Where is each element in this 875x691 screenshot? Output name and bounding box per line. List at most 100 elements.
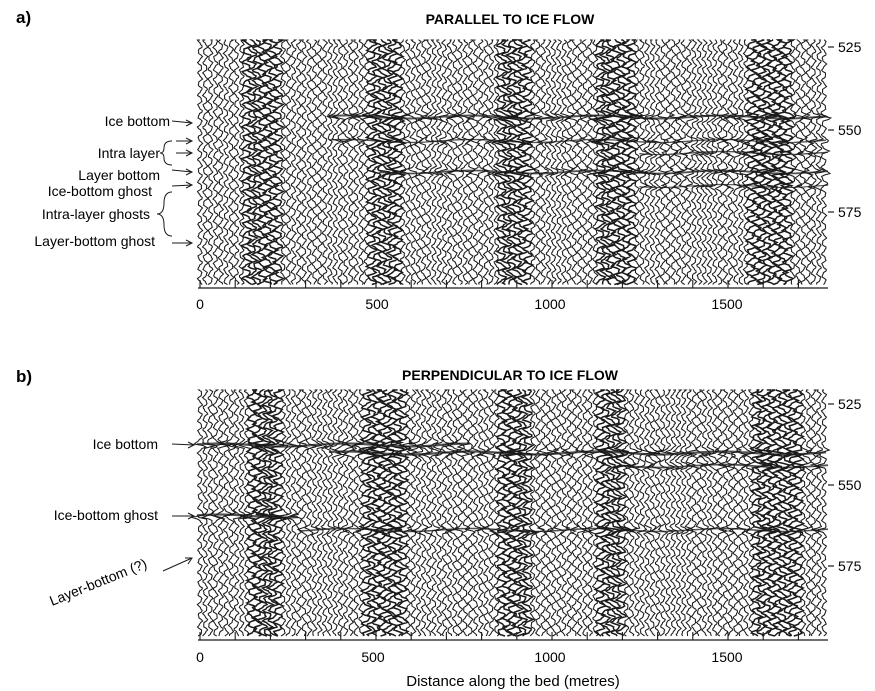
seismic-trace (561, 389, 578, 637)
seismic-trace (477, 39, 490, 285)
seismic-trace (389, 39, 407, 285)
seismic-trace (533, 389, 549, 637)
seismic-trace (594, 39, 613, 285)
seismic-trace (491, 39, 505, 285)
seismic-trace (544, 39, 557, 285)
seismic-trace (320, 389, 331, 637)
seismic-trace (497, 39, 514, 286)
reflector-streak (196, 513, 299, 519)
seismic-trace (574, 389, 590, 637)
seismic-trace (314, 389, 328, 637)
panel-a-letter: a) (16, 8, 31, 27)
seismic-trace (406, 39, 418, 285)
seismic-trace (457, 39, 472, 285)
seismic-trace (575, 39, 591, 285)
seismic-trace (684, 39, 697, 285)
seismic-trace (414, 39, 426, 285)
seismic-trace (613, 389, 633, 637)
seismic-trace (451, 39, 466, 285)
seismic-trace (768, 39, 788, 286)
seismic-trace (553, 389, 566, 637)
arrowhead-ice-bottom-b (187, 441, 196, 449)
seismic-trace (684, 389, 700, 637)
seismic-trace (497, 389, 515, 637)
seismic-trace (800, 389, 814, 637)
seismic-trace (658, 389, 675, 637)
seismic-trace (725, 389, 737, 637)
seismic-trace (341, 39, 357, 285)
seismic-trace (436, 39, 450, 285)
seismic-trace (816, 389, 831, 637)
seismic-trace (268, 389, 289, 637)
label-intra-layer-ghosts-a: Intra-layer ghosts (42, 206, 150, 222)
seismic-trace (645, 389, 661, 637)
seismic-trace (506, 389, 525, 637)
seismic-trace (250, 39, 265, 286)
seismic-trace (482, 39, 495, 285)
seismic-trace (699, 39, 713, 285)
seismic-trace (407, 389, 424, 637)
seismic-trace (656, 39, 672, 285)
panel-a-depth-525: 525 (838, 39, 862, 55)
seismic-trace (460, 389, 476, 637)
seismic-trace (792, 39, 807, 285)
reflector-streak (329, 138, 827, 144)
seismic-trace (344, 39, 362, 285)
arrow-ice-bottom-a (171, 120, 193, 124)
seismic-trace (451, 389, 465, 637)
seismic-trace (388, 389, 407, 637)
seismic-trace (196, 389, 216, 637)
seismic-trace (703, 389, 716, 637)
seismic-trace (227, 39, 236, 285)
seismic-trace (628, 39, 644, 285)
seismic-trace (668, 39, 682, 285)
seismic-trace (580, 389, 596, 637)
seismic-trace (471, 389, 482, 637)
arrow-layer-bottom-uncertain-b (162, 557, 193, 572)
label-layer-bottom-uncertain-b: Layer-bottom (?) (47, 555, 149, 609)
seismic-trace (648, 39, 663, 285)
seismic-trace (376, 389, 399, 636)
seismic-trace (367, 389, 389, 637)
reflector-streak (299, 527, 829, 533)
seismic-trace (385, 39, 406, 286)
seismic-trace (796, 39, 811, 285)
seismic-trace (525, 389, 540, 637)
seismic-trace (329, 389, 343, 637)
seismic-trace (288, 389, 308, 637)
label-ice-bottom-b: Ice bottom (93, 436, 158, 452)
seismic-trace (324, 389, 336, 637)
seismic-trace (201, 39, 209, 285)
seismic-trace (399, 39, 412, 285)
seismic-trace (660, 39, 676, 285)
seismic-trace (624, 39, 644, 286)
seismic-trace (564, 39, 576, 285)
arrowhead-layer-bottom-uncertain-b (185, 557, 193, 565)
panel-b-x-tick-500: 500 (361, 649, 385, 665)
panel-a: a) PARALLEL TO ICE FLOW 0 500 1000 1500 … (16, 8, 862, 312)
seismic-trace (536, 39, 554, 285)
arrowhead-intra-layer-a-2 (185, 149, 194, 157)
seismic-trace (342, 389, 358, 637)
seismic-trace (196, 39, 204, 285)
seismic-trace (227, 389, 246, 637)
seismic-trace (427, 389, 441, 637)
seismic-trace (528, 39, 544, 285)
panel-a-x-tick-500: 500 (365, 296, 389, 312)
seismic-trace (565, 389, 579, 636)
seismic-trace (385, 389, 405, 637)
seismic-trace (238, 39, 245, 285)
seismic-trace (290, 39, 298, 285)
seismic-trace (643, 39, 658, 285)
seismic-trace (806, 39, 822, 285)
seismic-trace (802, 39, 815, 285)
label-layer-bottom-ghost-a: Layer-bottom ghost (34, 233, 155, 249)
seismic-trace (482, 389, 497, 637)
seismic-trace (703, 39, 719, 285)
seismic-trace (446, 389, 464, 637)
seismic-trace (331, 39, 348, 285)
seismic-trace (311, 39, 318, 285)
seismic-trace (464, 39, 477, 285)
seismic-trace (511, 39, 534, 285)
